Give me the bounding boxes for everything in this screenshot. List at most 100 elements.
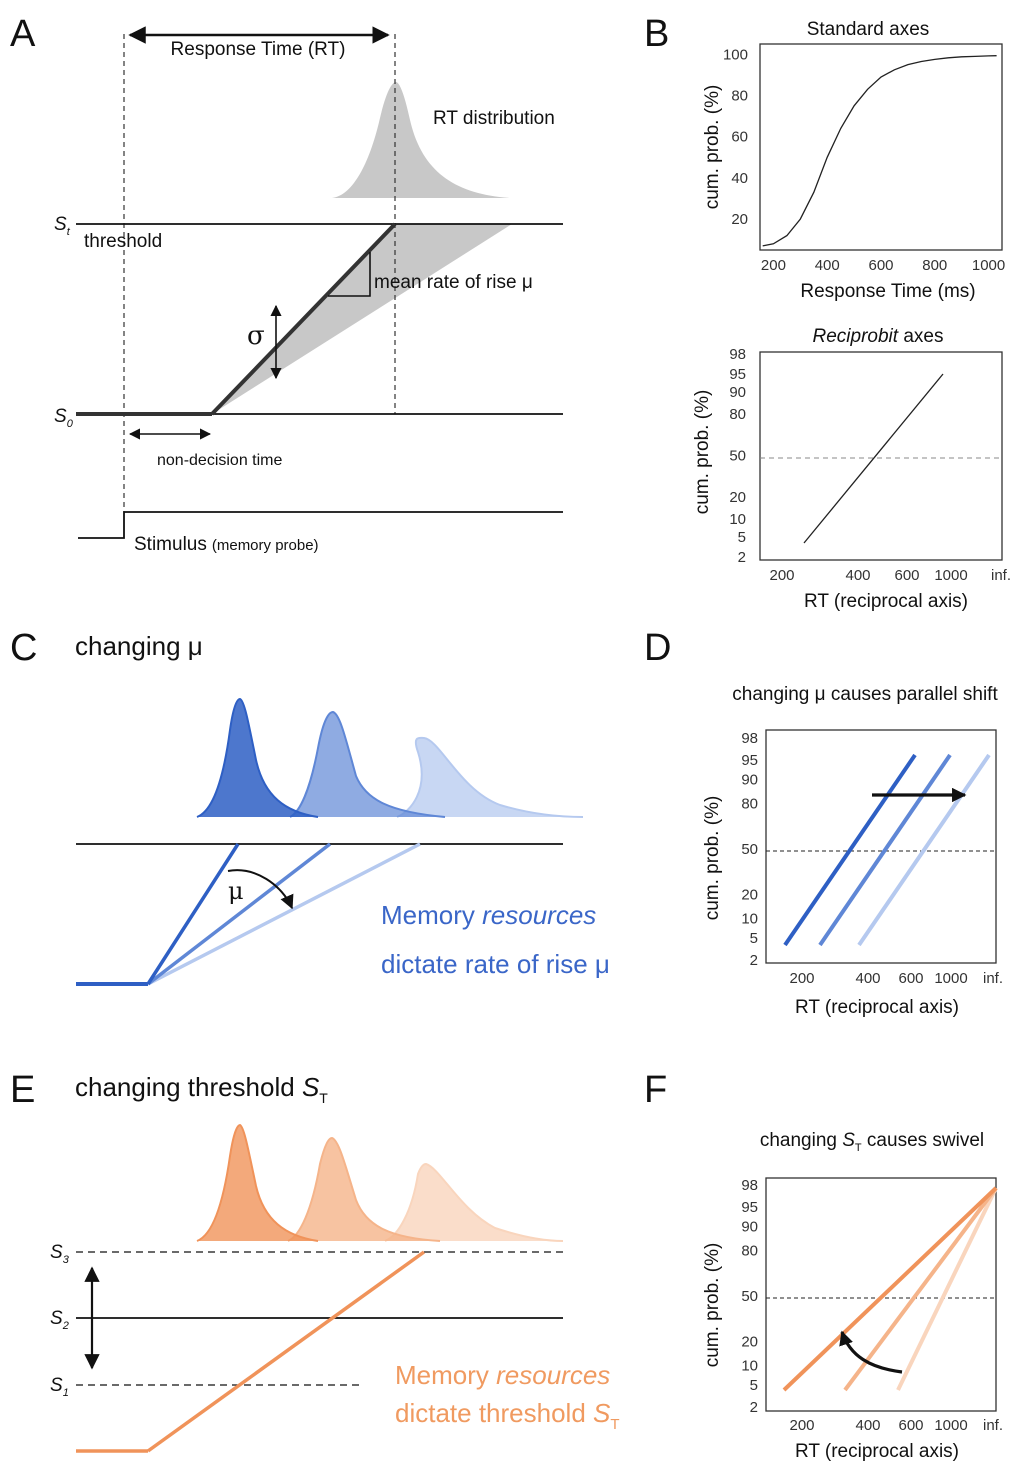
d-frame xyxy=(765,729,997,964)
d-ytick-label: 5 xyxy=(750,930,758,947)
f-line-high-threshold xyxy=(896,1187,998,1391)
c-rise-fast xyxy=(146,843,240,985)
f-ytick-label: 10 xyxy=(741,1357,758,1374)
panel-letter-d: D xyxy=(644,627,671,669)
variability-fan xyxy=(212,224,512,414)
f-line-mid-threshold xyxy=(843,1186,998,1392)
e-distribution-high xyxy=(384,1162,564,1242)
f-xtick-label: inf. xyxy=(983,1417,1003,1434)
d-line-medium xyxy=(818,753,952,947)
f-frame xyxy=(765,1177,997,1412)
panel-c: C changing μ μ Memory resources dictate … xyxy=(10,627,610,986)
f-ytick-label: 98 xyxy=(741,1177,758,1194)
f-yticks: 2 5 10 20 50 80 90 95 98 xyxy=(741,1177,758,1416)
b-top-xticks: 200 400 600 800 1000 xyxy=(761,257,1005,274)
b-bottom-ytick-label: 50 xyxy=(729,448,746,465)
d-xticks: 200 400 600 1000 inf. xyxy=(789,970,1003,987)
c-caption-line1: Memory resources xyxy=(381,900,596,930)
d-xtick-label: 200 xyxy=(789,970,814,987)
b-top-xtick-label: 400 xyxy=(815,257,840,274)
panel-f: F changing ST causes swivel 2 5 10 20 50 80 90… xyxy=(644,1069,1003,1462)
slope-triangle xyxy=(328,252,371,297)
c-mu-curved-arrow xyxy=(227,869,294,910)
rt-label: Response Time (RT) xyxy=(171,39,346,60)
b-top-ytick-label: 100 xyxy=(723,46,748,63)
f-ytick-label: 5 xyxy=(750,1377,758,1394)
d-ytick-label: 50 xyxy=(741,841,758,858)
c-mu-symbol: μ xyxy=(228,877,244,905)
b-top-xtick-label: 600 xyxy=(868,257,893,274)
b-top-ytick-label: 80 xyxy=(731,88,748,105)
b-bottom-title: Reciprobit axes xyxy=(813,326,944,347)
d-ytick-label: 95 xyxy=(741,752,758,769)
b-top-title: Standard axes xyxy=(807,19,930,40)
b-bottom-xtick-label: 200 xyxy=(769,567,794,584)
panel-a: A Response Time (RT) RT distribution St … xyxy=(10,13,563,555)
c-rise-slow xyxy=(147,842,421,986)
e-s2-label: S2 xyxy=(50,1308,69,1332)
panel-letter-b: B xyxy=(644,13,669,55)
rt-distribution-shape xyxy=(332,82,510,198)
d-ytick-label: 2 xyxy=(750,952,758,969)
b-bottom-ytick-label: 95 xyxy=(729,366,746,383)
f-ytick-label: 95 xyxy=(741,1199,758,1216)
b-bottom-xticks: 200 400 600 1000 inf. xyxy=(769,567,1011,584)
d-ytick-label: 80 xyxy=(741,796,758,813)
d-line-fast xyxy=(783,753,917,947)
b-bottom-ytick-label: 98 xyxy=(729,346,746,363)
panel-letter-c: C xyxy=(10,627,37,669)
b-bottom-ytick-label: 10 xyxy=(729,511,746,528)
s0-label: S0 xyxy=(54,406,74,430)
d-ytick-label: 98 xyxy=(741,730,758,747)
rate-label: mean rate of rise μ xyxy=(374,272,533,293)
e-caption-line1: Memory resources xyxy=(395,1360,610,1390)
e-rise-line xyxy=(146,1250,426,1453)
f-ytick-label: 90 xyxy=(741,1219,758,1236)
c-distribution-slow xyxy=(396,736,584,818)
b-top-xlabel: Response Time (ms) xyxy=(800,281,975,302)
stimulus-label: Stimulus (memory probe) xyxy=(134,534,319,555)
f-ylabel: cum. prob. (%) xyxy=(702,1243,723,1368)
f-ytick-label: 20 xyxy=(741,1333,758,1350)
d-line-slow xyxy=(857,753,991,947)
st-label: St xyxy=(54,214,71,238)
panel-e: E changing threshold ST S3 S2 S1 Memory … xyxy=(10,1069,620,1453)
c-caption-line2: dictate rate of rise μ xyxy=(381,949,610,979)
e-distribution-mid xyxy=(287,1136,441,1242)
d-ytick-label: 90 xyxy=(741,772,758,789)
b-top-xtick-label: 200 xyxy=(761,257,786,274)
rt-distribution-label: RT distribution xyxy=(433,108,555,129)
sigma-symbol: σ xyxy=(247,321,265,351)
panel-b: B Standard axes 20 40 60 80 100 200 400 600 800… xyxy=(644,13,1011,612)
b-bottom-xtick-label: inf. xyxy=(991,567,1011,584)
d-yticks: 2 5 10 20 50 80 90 95 98 xyxy=(741,730,758,969)
f-ytick-label: 50 xyxy=(741,1288,758,1305)
panel-letter-e: E xyxy=(10,1069,35,1111)
stimulus-step xyxy=(78,511,563,539)
b-top-frame xyxy=(759,43,1003,251)
b-bottom-frame xyxy=(759,351,1003,561)
d-xtick-label: 400 xyxy=(855,970,880,987)
panel-d: D changing μ causes parallel shift 25102… xyxy=(644,627,1003,1018)
c-distribution-fast xyxy=(196,697,319,818)
panel-letter-f: F xyxy=(644,1069,667,1111)
f-xlabel: RT (reciprocal axis) xyxy=(795,1441,959,1462)
non-decision-label: non-decision time xyxy=(157,452,283,469)
b-top-cdf-curve xyxy=(762,55,997,247)
c-rise-medium xyxy=(146,842,332,986)
b-top-ytick-label: 60 xyxy=(731,129,748,146)
mean-rise-line xyxy=(210,222,397,416)
b-bottom-xlabel: RT (reciprocal axis) xyxy=(804,591,968,612)
b-top-yticks: 20 40 60 80 100 xyxy=(723,46,748,228)
b-bottom-ytick-label: 90 xyxy=(729,384,746,401)
f-line-low-threshold xyxy=(782,1186,998,1392)
b-bottom-reciprobit-line xyxy=(803,373,944,544)
c-distribution-medium xyxy=(289,710,446,818)
b-bottom-xtick-label: 600 xyxy=(894,567,919,584)
e-distribution-low xyxy=(196,1123,319,1242)
b-top-xtick-label: 1000 xyxy=(972,257,1005,274)
d-ytick-label: 10 xyxy=(741,910,758,927)
f-xtick-label: 400 xyxy=(855,1417,880,1434)
b-bottom-ytick-label: 2 xyxy=(738,549,746,566)
